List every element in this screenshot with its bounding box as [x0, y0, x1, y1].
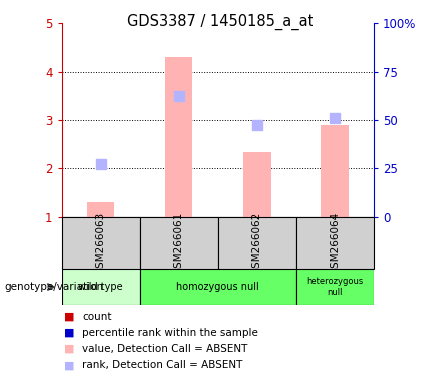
Text: wild type: wild type [78, 282, 123, 292]
Point [97, 161, 104, 167]
Point [331, 114, 338, 121]
Text: GDS3387 / 1450185_a_at: GDS3387 / 1450185_a_at [127, 13, 313, 30]
Bar [165, 57, 192, 217]
Bar [87, 202, 114, 217]
Text: GSM266063: GSM266063 [95, 211, 106, 275]
FancyBboxPatch shape [218, 217, 296, 269]
Bar [243, 152, 271, 217]
Text: ■: ■ [64, 328, 74, 338]
Text: GSM266061: GSM266061 [174, 211, 184, 275]
Text: rank, Detection Call = ABSENT: rank, Detection Call = ABSENT [82, 360, 242, 370]
FancyBboxPatch shape [296, 269, 374, 305]
FancyBboxPatch shape [140, 217, 218, 269]
Bar [321, 125, 348, 217]
Text: homozygous null: homozygous null [176, 282, 259, 292]
Text: heterozygous
null: heterozygous null [306, 277, 363, 297]
FancyBboxPatch shape [62, 269, 140, 305]
FancyBboxPatch shape [140, 269, 296, 305]
Text: genotype/variation: genotype/variation [4, 282, 103, 292]
Text: GSM266064: GSM266064 [330, 211, 340, 275]
FancyBboxPatch shape [62, 217, 140, 269]
Text: ■: ■ [64, 312, 74, 322]
Point [175, 93, 182, 99]
Text: value, Detection Call = ABSENT: value, Detection Call = ABSENT [82, 344, 248, 354]
Text: GSM266062: GSM266062 [252, 211, 262, 275]
Text: count: count [82, 312, 112, 322]
FancyBboxPatch shape [296, 217, 374, 269]
Text: ■: ■ [64, 360, 74, 370]
Text: percentile rank within the sample: percentile rank within the sample [82, 328, 258, 338]
Text: ■: ■ [64, 344, 74, 354]
Point [253, 122, 260, 128]
